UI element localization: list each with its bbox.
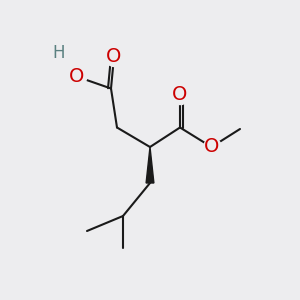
Text: O: O [106, 47, 122, 67]
Text: H: H [52, 44, 65, 62]
Polygon shape [146, 147, 154, 183]
Text: O: O [69, 67, 84, 86]
Text: O: O [204, 137, 219, 157]
Text: O: O [172, 85, 188, 104]
